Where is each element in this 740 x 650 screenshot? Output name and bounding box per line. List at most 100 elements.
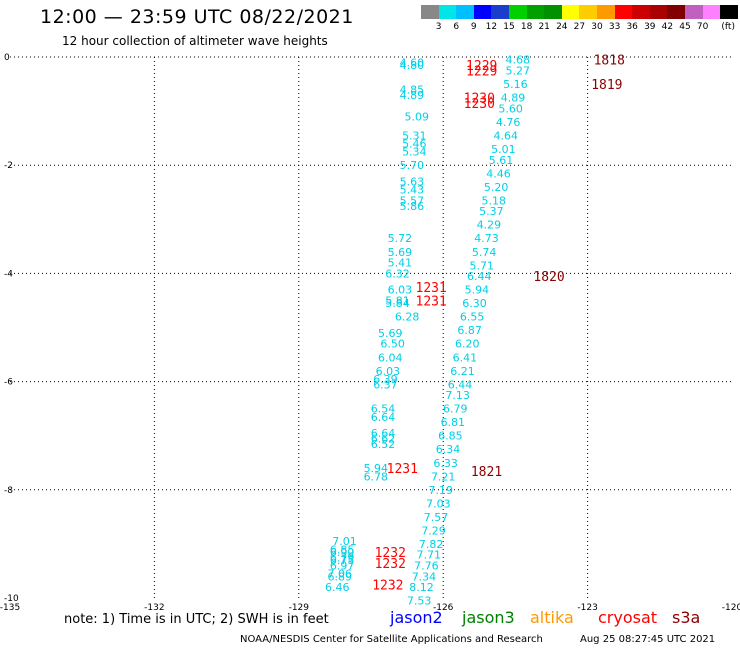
- legend-jason3: jason3: [462, 608, 515, 627]
- colorbar-label: (ft): [721, 22, 735, 32]
- swh-value: 7.13: [445, 389, 470, 402]
- legend-jason2: jason2: [390, 608, 443, 627]
- colorbar-label: 15: [503, 22, 515, 32]
- swh-value: 6.81: [441, 416, 466, 429]
- pass-time-label: 1820: [533, 270, 564, 285]
- swh-value: 6.62: [371, 432, 396, 445]
- swh-value: 6.46: [325, 581, 350, 594]
- colorbar-label: 12: [485, 22, 498, 32]
- colorbar-swatch: [702, 5, 721, 19]
- colorbar-swatch: [649, 5, 668, 19]
- x-tick-label: -120: [722, 603, 740, 613]
- colorbar-label: 3: [435, 22, 442, 32]
- colorbar-label: 9: [470, 22, 477, 32]
- colorbar-label: 6: [453, 22, 460, 32]
- pass-time-label: 1232: [372, 578, 403, 593]
- page-subtitle: 12 hour collection of altimeter wave hei…: [62, 34, 328, 48]
- swh-value: 6.90: [330, 546, 355, 559]
- colorbar-swatch: [456, 5, 475, 19]
- y-tick-label: -10: [4, 594, 19, 604]
- credit-line: NOAA/NESDIS Center for Satellite Applica…: [240, 634, 543, 645]
- swh-value: 6.21: [450, 365, 475, 378]
- swh-value: 7.29: [421, 524, 446, 537]
- swh-value: 5.72: [388, 232, 413, 245]
- colorbar-label: 21: [538, 22, 550, 32]
- pass-time-label: 1231: [416, 294, 447, 309]
- colorbar-swatch: [685, 5, 704, 19]
- colorbar-swatch: [438, 5, 457, 19]
- swh-value: 6.30: [462, 297, 487, 310]
- swh-value: 5.69: [388, 246, 413, 259]
- swh-value: 5.94: [364, 462, 389, 475]
- swh-value: 5.20: [484, 181, 509, 194]
- swh-value: 6.89: [327, 570, 352, 583]
- swh-value: 5.69: [378, 327, 403, 340]
- swh-value: 5.60: [498, 102, 523, 115]
- swh-value: 6.33: [433, 457, 458, 470]
- legend-altika: altika: [530, 608, 574, 627]
- swh-value: 6.64: [371, 427, 396, 440]
- swh-value: 4.73: [474, 232, 499, 245]
- colorbar-label: 36: [626, 22, 638, 32]
- generated-timestamp: Aug 25 08:27:45 UTC 2021: [580, 634, 716, 645]
- swh-value: 6.97: [330, 560, 355, 573]
- pass-time-label: 1230: [464, 92, 495, 107]
- swh-value: 7.03: [426, 497, 451, 510]
- colorbar-label: 70: [696, 22, 709, 32]
- swh-value: 4.76: [496, 116, 521, 129]
- y-tick-label: -2: [4, 161, 13, 171]
- pass-time-label: 1232: [375, 557, 406, 572]
- swh-value: 6.85: [438, 430, 463, 443]
- colorbar-label: 27: [573, 22, 586, 32]
- y-tick-label: -8: [4, 486, 13, 496]
- swh-value: 6.34: [436, 443, 461, 456]
- colorbar-swatch: [509, 5, 528, 19]
- swh-value: 5.71: [469, 259, 494, 272]
- swh-value: 5.34: [402, 146, 427, 159]
- swh-value: 6.50: [380, 338, 405, 351]
- swh-value: 5.86: [400, 200, 425, 213]
- swh-value: 6.41: [453, 351, 478, 364]
- colorbar-swatch: [473, 5, 492, 19]
- swh-value: 6.55: [460, 311, 485, 324]
- swh-value: 6.03: [376, 365, 401, 378]
- colorbar-swatch: [491, 5, 510, 19]
- swh-value: 6.03: [388, 284, 413, 297]
- swh-value: 6.28: [395, 311, 420, 324]
- swh-value: 6.54: [371, 403, 396, 416]
- colorbar-label: 39: [644, 22, 656, 32]
- colorbar-label: 18: [520, 22, 533, 32]
- swh-value: 4.89: [501, 92, 526, 105]
- swh-value: 6.04: [378, 351, 403, 364]
- swh-value: 4.64: [494, 129, 519, 142]
- x-tick-label: -126: [433, 603, 454, 613]
- swh-value: 5.61: [489, 154, 514, 167]
- x-tick-label: -132: [144, 603, 164, 613]
- swh-value: 7.19: [429, 484, 454, 497]
- swh-value: 6.78: [364, 470, 389, 483]
- swh-value: 5.18: [481, 194, 506, 207]
- swh-value: 7.57: [424, 511, 449, 524]
- swh-value: 4.46: [486, 167, 511, 180]
- colorbar-swatch: [561, 5, 580, 19]
- swh-value: 6.37: [373, 378, 398, 391]
- pass-time-label: 1819: [591, 78, 622, 93]
- colorbar-label: 24: [556, 22, 568, 32]
- swh-value: 4.85: [400, 83, 425, 96]
- pass-time-label: 1229: [466, 59, 497, 74]
- swh-value: 8.12: [409, 581, 434, 594]
- footnote: note: 1) Time is in UTC; 2) SWH is in fe…: [64, 612, 329, 627]
- colorbar-label: 45: [679, 22, 691, 32]
- legend-cryosat: cryosat: [598, 608, 658, 627]
- swh-value: 6.39: [373, 373, 398, 386]
- swh-value: 7.21: [431, 470, 456, 483]
- pass-time-label: 1231: [387, 462, 418, 477]
- colorbar-swatch: [720, 5, 739, 19]
- pass-time-label: 1821: [471, 465, 502, 480]
- y-tick-label: -4: [4, 269, 13, 279]
- swh-value: 6.20: [455, 338, 480, 351]
- swh-value: 4.60: [400, 56, 425, 69]
- swh-value: 5.46: [402, 138, 427, 151]
- swh-value: 7.71: [417, 549, 442, 562]
